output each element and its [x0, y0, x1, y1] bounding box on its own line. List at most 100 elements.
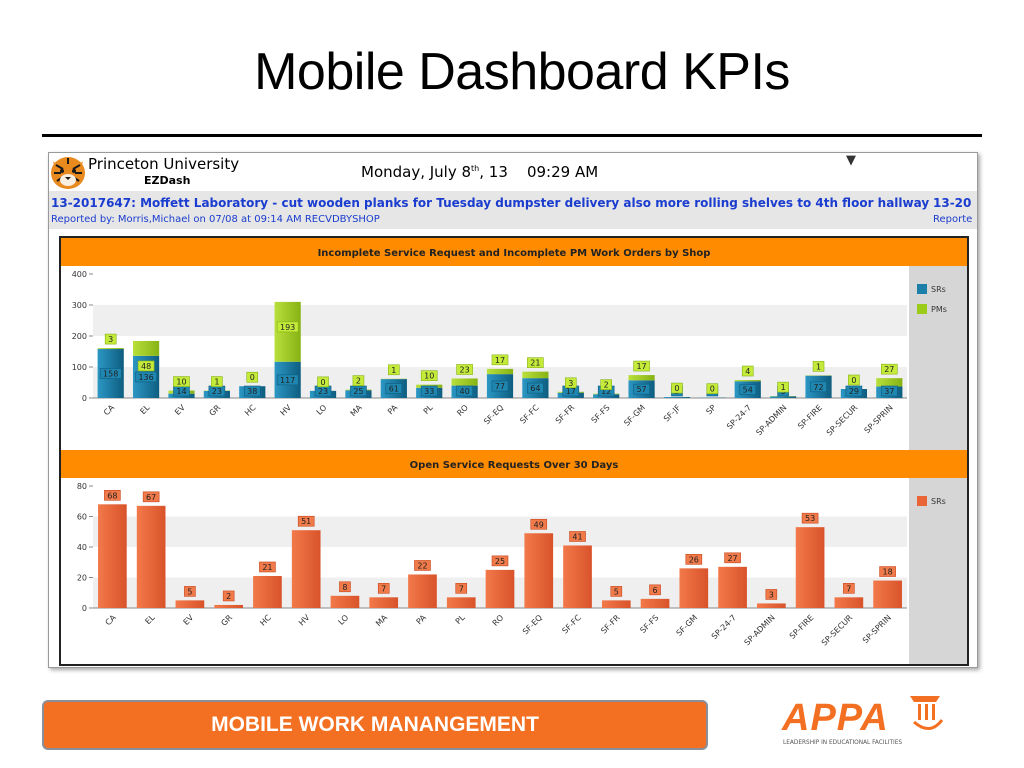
sr-value-label: 158 [103, 370, 118, 379]
legend-swatch [917, 304, 927, 314]
y-tick-label: 40 [77, 543, 87, 552]
open-value-label: 67 [146, 493, 156, 502]
sr-value-label: 38 [247, 387, 257, 396]
open-value-label: 8 [342, 583, 347, 592]
x-tick-label: PL [422, 403, 435, 416]
open-value-label: 25 [495, 557, 505, 566]
y-tick-label: 60 [77, 513, 87, 522]
pm-value-label: 0 [710, 385, 715, 394]
open-value-label: 22 [417, 561, 427, 570]
app-name: EZDash [144, 174, 191, 187]
pm-label-box [881, 363, 898, 375]
appa-logo-text: APPA [781, 697, 889, 739]
x-tick-label: SF-FR [599, 613, 622, 636]
sr-value-label: 64 [530, 384, 540, 393]
pm-label-box [173, 376, 190, 387]
bar-open-ma [369, 597, 399, 608]
legend-swatch [917, 284, 927, 294]
legend-swatch [917, 496, 927, 506]
pm-label-box [741, 365, 754, 377]
open-label-box [530, 518, 548, 530]
pm-label-box [491, 354, 509, 366]
pm-label-box [777, 381, 789, 393]
ticker-line-1-next: 13-20 [933, 196, 972, 210]
open-label-box [569, 531, 586, 542]
open-label-box [455, 583, 468, 594]
pm-label-box [388, 364, 400, 376]
sr-value-label: 29 [849, 387, 859, 396]
x-tick-label: SP [704, 403, 717, 416]
bar-open-sp-admin [756, 603, 786, 608]
x-tick-label: MA [374, 613, 389, 628]
x-tick-label: SF-EQ [521, 613, 544, 636]
y-tick-label: 400 [72, 270, 87, 279]
open-label-box [142, 491, 160, 503]
x-tick-label: EL [143, 613, 156, 626]
open-label-box [724, 552, 741, 564]
x-tick-label: SP-ADMIN [743, 613, 777, 647]
grid-band [93, 305, 907, 336]
sr-value-label: 54 [743, 386, 753, 395]
pm-value-label: 48 [141, 362, 151, 371]
pm-label-box [812, 361, 825, 372]
open-value-label: 51 [301, 517, 311, 526]
bar-pm-sf-eq [486, 368, 514, 375]
sr-label-box [527, 382, 544, 394]
x-tick-label: LO [337, 613, 351, 627]
work-order-ticker[interactable]: 13-2017647: Moffett Laboratory - cut woo… [49, 191, 977, 229]
grid-band [93, 516, 907, 547]
y-tick-label: 300 [72, 301, 87, 310]
x-tick-label: EV [182, 613, 196, 627]
slide-title: Mobile Dashboard KPIs [254, 43, 790, 101]
x-tick-label: SF-EQ [482, 403, 505, 426]
org-name: Princeton University [88, 155, 240, 173]
footer-banner [42, 700, 708, 750]
x-tick-label: SF-FR [554, 403, 577, 426]
pm-value-label: 23 [460, 365, 470, 374]
open-value-label: 21 [262, 563, 272, 572]
bar-pm-sp-sprin [876, 378, 903, 387]
bar-pm-sf-fc [522, 371, 549, 379]
pm-label-box [317, 376, 329, 388]
sr-label-box [135, 371, 157, 383]
open-label-box [610, 586, 623, 597]
pm-label-box [456, 364, 473, 375]
bar-open-ev [175, 600, 205, 608]
sr-label-box [491, 380, 509, 392]
sr-value-label: 12 [601, 387, 611, 396]
pm-value-label: 0 [674, 384, 679, 393]
legend-background [909, 266, 967, 450]
y-tick-label: 0 [82, 394, 87, 403]
menu-dropdown-icon[interactable]: ▼ [846, 153, 856, 168]
bar-pm-ro [451, 378, 478, 386]
x-tick-label: EV [173, 403, 187, 417]
open-value-label: 26 [689, 555, 699, 564]
y-tick-label: 0 [82, 604, 87, 613]
title-rule [42, 134, 982, 137]
x-tick-label: SF-FC [518, 403, 541, 426]
x-tick-label: CA [102, 403, 117, 418]
open-value-label: 49 [534, 520, 544, 529]
pm-value-label: 27 [884, 365, 894, 374]
sr-value-label: 72 [813, 383, 823, 392]
x-tick-label: PA [386, 403, 400, 417]
x-tick-label: SF-FC [560, 613, 583, 636]
pm-label-box [671, 382, 683, 394]
sr-label-box [385, 383, 403, 394]
open-label-box [184, 586, 196, 597]
legend-label: SRs [931, 285, 946, 294]
open-value-label: 68 [107, 491, 117, 500]
bar-open-hv [291, 530, 321, 608]
open-label-box [339, 581, 351, 593]
pm-value-label: 10 [424, 372, 434, 381]
bar-open-el [136, 505, 166, 608]
appa-tagline: LEADERSHIP IN EDUCATIONAL FACILITIES [783, 740, 902, 746]
x-tick-label: SP-SECUR [825, 403, 860, 438]
pm-value-label: 193 [280, 323, 295, 332]
sr-value-label: 77 [495, 382, 505, 391]
y-tick-label: 200 [72, 332, 87, 341]
sr-value-label: 23 [212, 387, 222, 396]
pm-label-box [564, 377, 577, 389]
sr-value-label: 23 [318, 387, 328, 396]
sr-label-box [633, 383, 650, 395]
